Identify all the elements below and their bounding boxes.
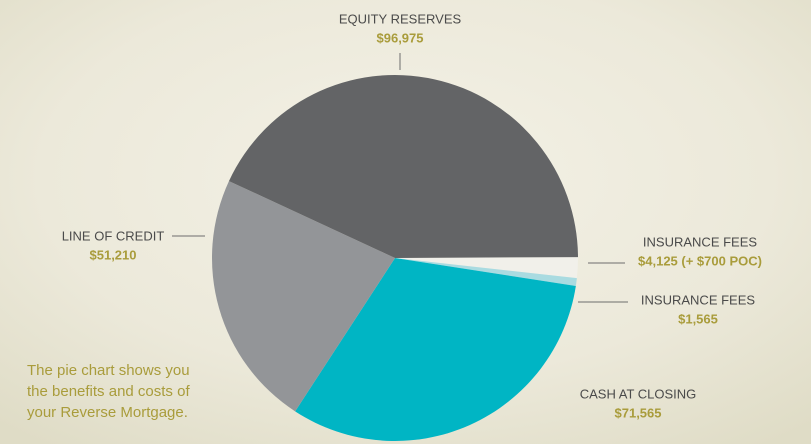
pie-slice — [395, 257, 578, 279]
pie-slice — [395, 258, 577, 286]
pie-slice — [212, 181, 395, 412]
labels: INSURANCE FEES $4,125 (+ $700 POC) INSURAN… — [27, 11, 762, 421]
slice-value-label: $1,565 — [678, 311, 718, 326]
note-text: your Reverse Mortgage. — [27, 404, 188, 421]
pie-slice — [295, 258, 576, 441]
note-text: the benefits and costs of — [27, 383, 190, 400]
slice-label: CASH AT CLOSING — [580, 386, 697, 401]
slice-value-label: $4,125 (+ $700 POC) — [638, 253, 762, 268]
note-text: The pie chart shows you — [27, 362, 190, 379]
slice-label: INSURANCE FEES — [643, 234, 757, 249]
slice-label: EQUITY RESERVES — [339, 11, 462, 26]
slice-label: LINE OF CREDIT — [62, 228, 165, 243]
pie — [212, 74, 578, 441]
pie-slice — [228, 74, 578, 258]
slice-value-label: $96,975 — [377, 30, 424, 45]
slice-value-label: $51,210 — [90, 247, 137, 262]
slice-label: INSURANCE FEES — [641, 292, 755, 307]
slice-value-label: $71,565 — [615, 405, 662, 420]
